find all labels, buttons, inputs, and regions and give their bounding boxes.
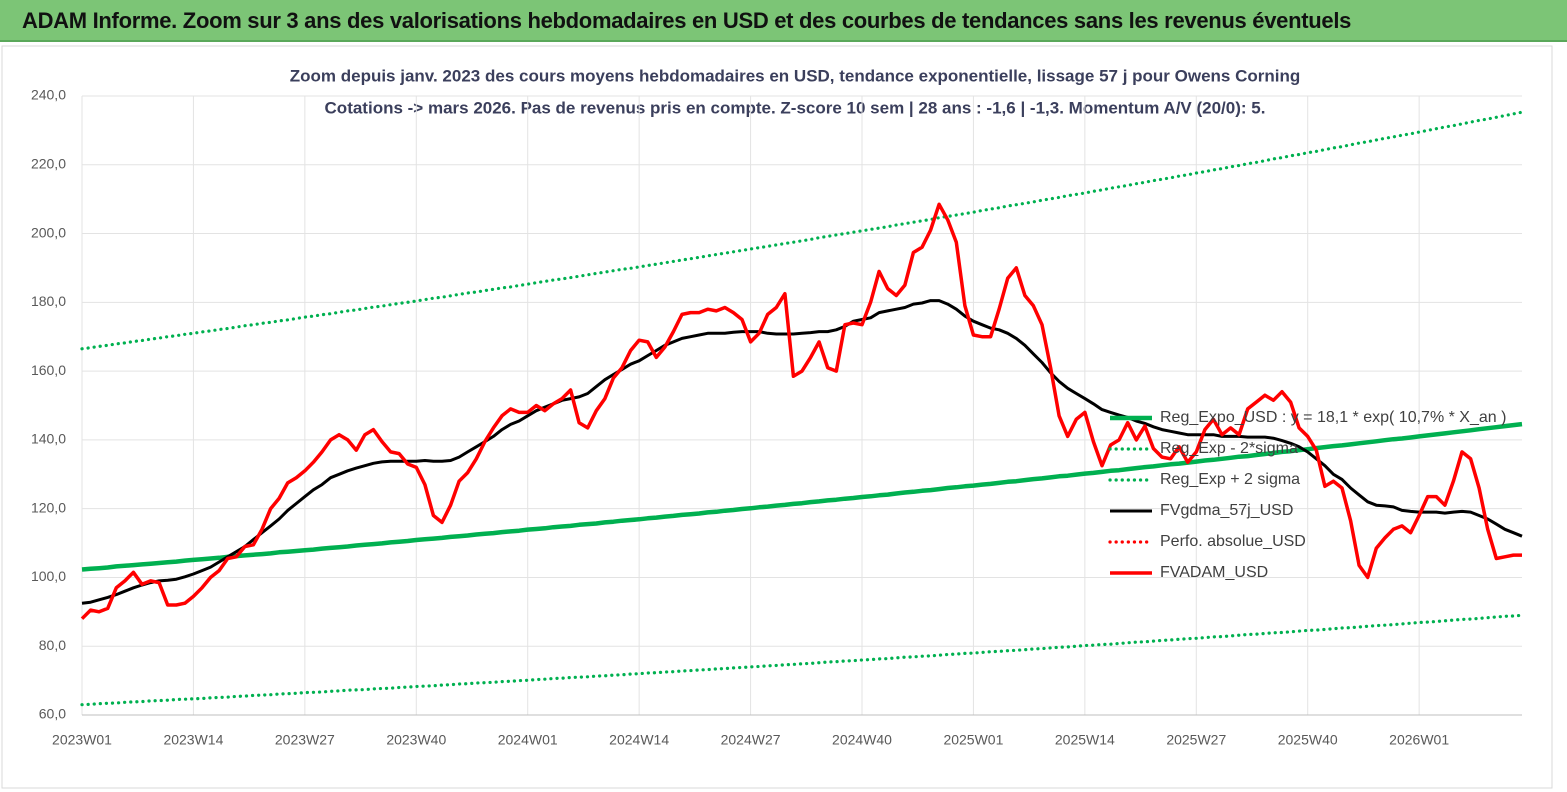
series-line <box>80 110 1524 351</box>
series-line <box>81 299 1523 605</box>
series-line <box>80 613 1524 707</box>
x-tick-label: 2023W27 <box>275 732 335 748</box>
x-tick-label: 2023W40 <box>386 732 446 748</box>
y-tick-label: 220,0 <box>31 155 66 171</box>
chart-subtitle: Cotations -> mars 2026. Pas de revenus p… <box>325 98 1266 117</box>
y-tick-label: 140,0 <box>31 431 66 447</box>
y-tick-label: 200,0 <box>31 224 66 240</box>
y-tick-label: 60,0 <box>39 706 66 722</box>
header: ADAM Informe. Zoom sur 3 ans des valoris… <box>0 0 1567 42</box>
legend-label: Perfo. absolue_USD <box>1160 533 1306 550</box>
legend-label: Reg_Exp + 2 sigma <box>1160 471 1300 488</box>
legend-label: Reg_Expo_USD : y = 18,1 * exp( 10,7% * X… <box>1160 409 1506 426</box>
x-tick-label: 2025W01 <box>943 732 1003 748</box>
series-line <box>80 202 1522 620</box>
x-tick-label: 2024W01 <box>498 732 558 748</box>
x-tick-label: 2024W40 <box>832 732 892 748</box>
x-tick-label: 2023W01 <box>52 732 112 748</box>
y-tick-label: 80,0 <box>39 637 66 653</box>
y-tick-label: 240,0 <box>31 87 66 103</box>
x-tick-label: 2025W14 <box>1055 732 1115 748</box>
y-tick-label: 120,0 <box>31 499 66 515</box>
x-tick-label: 2026W01 <box>1389 732 1449 748</box>
chart-title: Zoom depuis janv. 2023 des cours moyens … <box>290 66 1301 85</box>
legend-label: Reg_Exp - 2*sigma <box>1160 440 1298 457</box>
x-tick-label: 2025W27 <box>1166 732 1226 748</box>
chart: Zoom depuis janv. 2023 des cours moyens … <box>1 45 1553 789</box>
y-tick-label: 100,0 <box>31 568 66 584</box>
header-title: ADAM Informe. Zoom sur 3 ans des valoris… <box>22 8 1352 33</box>
x-tick-label: 2025W40 <box>1278 732 1338 748</box>
x-tick-label: 2023W14 <box>163 732 223 748</box>
legend-label: FVgdma_57j_USD <box>1160 502 1293 519</box>
legend-label: FVADAM_USD <box>1160 564 1268 581</box>
y-tick-label: 180,0 <box>31 293 66 309</box>
y-tick-label: 160,0 <box>31 362 66 378</box>
x-tick-label: 2024W27 <box>721 732 781 748</box>
series-line <box>81 421 1523 572</box>
x-tick-label: 2024W14 <box>609 732 669 748</box>
